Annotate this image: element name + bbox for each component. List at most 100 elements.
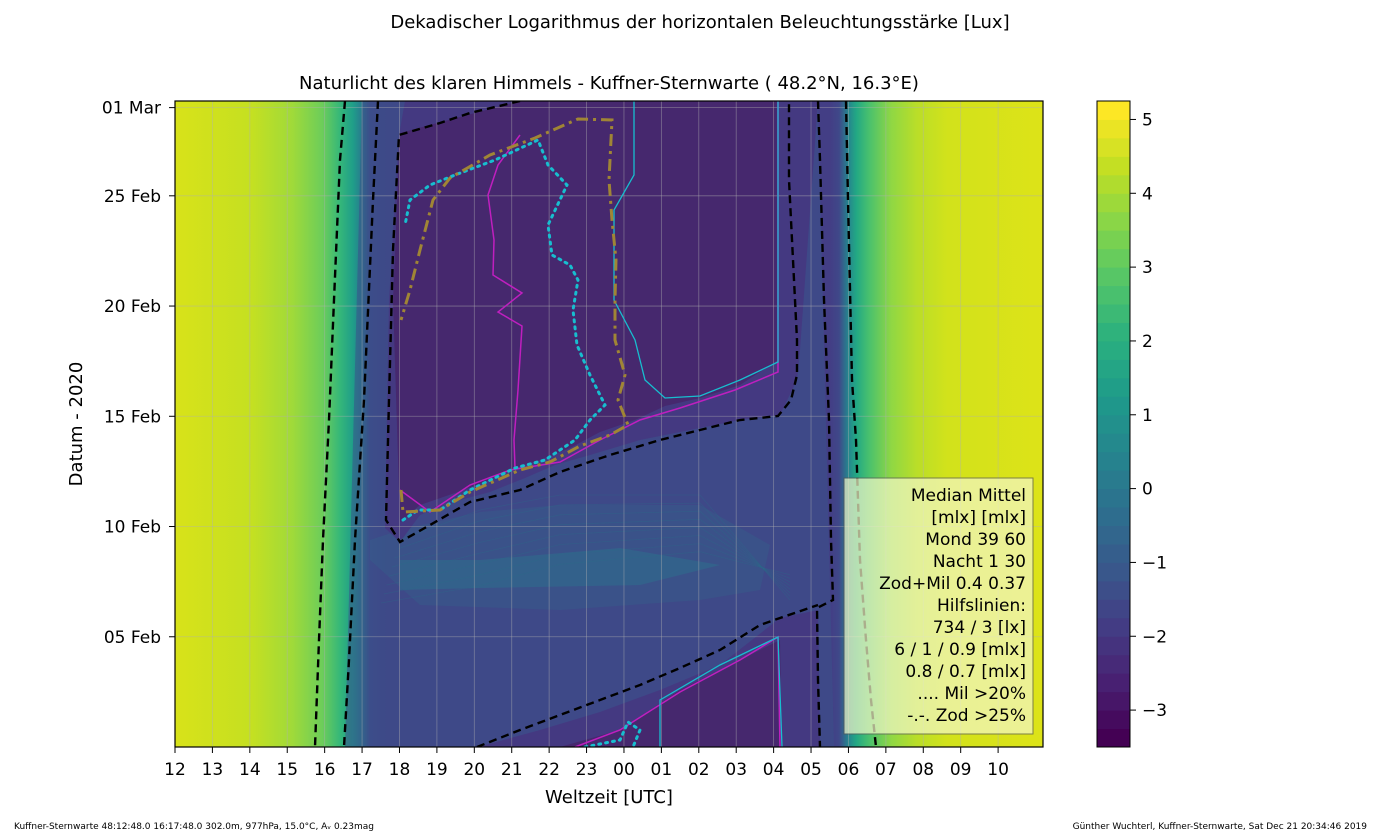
dashed-contour-right-inner [815,101,835,747]
colorbar-band [1097,654,1130,674]
cyan-contour-upper [613,101,779,399]
colorbar-tick-label: −2 [1142,627,1167,647]
colorbar-band [1097,248,1130,268]
colorbar-band [1097,636,1130,656]
x-tick-label: 03 [725,760,747,780]
colorbar-band [1097,710,1130,730]
y-tick-label: 05 Feb [104,628,161,648]
legend-line: 6 / 1 / 0.9 [mlx] [894,640,1026,660]
legend-line: .... Mil >20% [917,684,1026,704]
legend-line: Mond 39 60 [925,530,1026,550]
x-tick-label: 23 [576,760,598,780]
x-tick-label: 08 [912,760,934,780]
x-tick-label: 16 [314,760,336,780]
moonlight-contour-line [389,526,791,586]
dashed-contour-3lx-left [342,101,380,747]
zodiacal-light-contour [399,117,630,514]
x-tick-label: 02 [688,760,710,780]
moonlit-halo [370,505,770,610]
axes: 12 13 14 15 16 17 18 19 20 21 22 23 00 01 02 03 04 05 06 07… [66,73,1044,808]
legend-line: Zod+Mil 0.4 0.37 [879,574,1026,594]
legend-line: -.-. Zod >25% [907,706,1026,726]
x-tick-label: 10 [987,760,1009,780]
colorbar: −3 −2 −1 0 1 2 3 4 5 [1096,100,1167,748]
milky-way-contour-lower [583,719,642,747]
moonlit-peak [400,548,720,590]
colorbar-band [1097,377,1130,397]
legend-box [843,477,1034,735]
x-tick-label: 13 [202,760,224,780]
colorbar-tick-label: −3 [1142,701,1167,721]
dashed-contour-night-upper [384,101,799,544]
colorbar-band [1097,193,1130,213]
x-tick-label: 18 [389,760,411,780]
x-tick-label: 14 [239,760,261,780]
colorbar-band [1097,396,1130,416]
colorbar-band [1097,617,1130,637]
dashed-contour-734lx-left [313,101,347,747]
colorbar-band [1097,470,1130,490]
colorbar-band [1097,174,1130,194]
colorbar-band [1097,507,1130,527]
moonlight-contour-line [397,502,791,597]
x-tick-label: 20 [463,760,485,780]
y-tick-label: 25 Feb [104,187,161,207]
colorbar-tick-label: 1 [1142,406,1153,426]
x-tick-label: 07 [875,760,897,780]
legend-line: [mlx] [mlx] [931,508,1026,528]
legend-line: 0.8 / 0.7 [mlx] [905,662,1026,682]
colorbar-band [1097,433,1130,453]
x-tick-label: 12 [164,760,186,780]
moonlight-contour-line [394,510,791,594]
x-tick-label: 04 [763,760,785,780]
colorbar-tick-label: 0 [1142,480,1153,500]
colorbar-band [1097,304,1130,323]
colorbar-tick-label: −1 [1142,553,1167,573]
colorbar-band [1097,451,1130,471]
legend-line: Median Mittel [911,486,1026,506]
moonlight-contour-line [391,518,791,590]
colorbar-tick-label: 2 [1142,332,1153,352]
x-tick-label: 15 [276,760,298,780]
colorbar-band [1097,211,1130,231]
colorbar-band [1097,101,1130,120]
x-tick-label: 22 [538,760,560,780]
moonlight-contour-line [386,535,791,586]
x-tick-label: 06 [838,760,860,780]
y-axis-label: Datum - 2020 [66,362,87,487]
x-tick-label: 00 [613,760,635,780]
colorbar-band [1097,340,1130,360]
y-tick-label: 10 Feb [104,518,161,538]
colorbar-frame [1096,100,1131,748]
legend: Median Mittel[mlx] [mlx]Mond 39 60Nacht … [843,477,1034,735]
x-axis-label: Weltzeit [UTC] [545,787,673,808]
legend-line: Nacht 1 30 [933,552,1026,572]
colorbar-band [1097,543,1130,563]
moonlight-contour-line [381,551,791,604]
footer-credit: Günther Wuchterl, Kuffner-Sternwarte, Sa… [1072,822,1367,832]
chart-title: Naturlicht des klaren Himmels - Kuffner-… [299,73,919,94]
dashed-contour-night-lower [476,603,819,747]
colorbar-tick-label: 4 [1142,184,1153,204]
colorbar-band [1097,673,1130,693]
colorbar-band [1097,562,1130,582]
y-tick-label: 01 Mar [102,99,161,119]
x-tick-label: 09 [950,760,972,780]
colorbar-band [1097,156,1130,176]
colorbar-band [1097,119,1130,139]
colorbar-band [1097,599,1130,619]
colorbar-band [1097,137,1130,157]
plot-frame [174,100,1044,748]
legend-line: 734 / 3 [lx] [933,618,1026,638]
colorbar-tick-label: 3 [1142,258,1153,278]
y-tick-label: 15 Feb [104,407,161,427]
colorbar-band [1097,525,1130,545]
figure-suptitle: Dekadischer Logarithmus der horizontalen… [390,12,1010,33]
colorbar-band [1097,691,1130,711]
x-tick-label: 05 [800,760,822,780]
milky-way-contour [401,137,607,522]
colorbar-band [1097,359,1130,379]
cyan-contour-lower [659,635,783,747]
magenta-contour-inner [487,134,524,469]
